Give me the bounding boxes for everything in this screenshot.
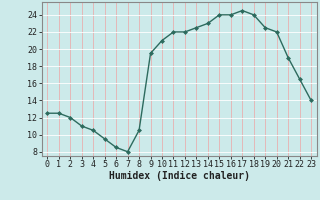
X-axis label: Humidex (Indice chaleur): Humidex (Indice chaleur)	[109, 171, 250, 181]
